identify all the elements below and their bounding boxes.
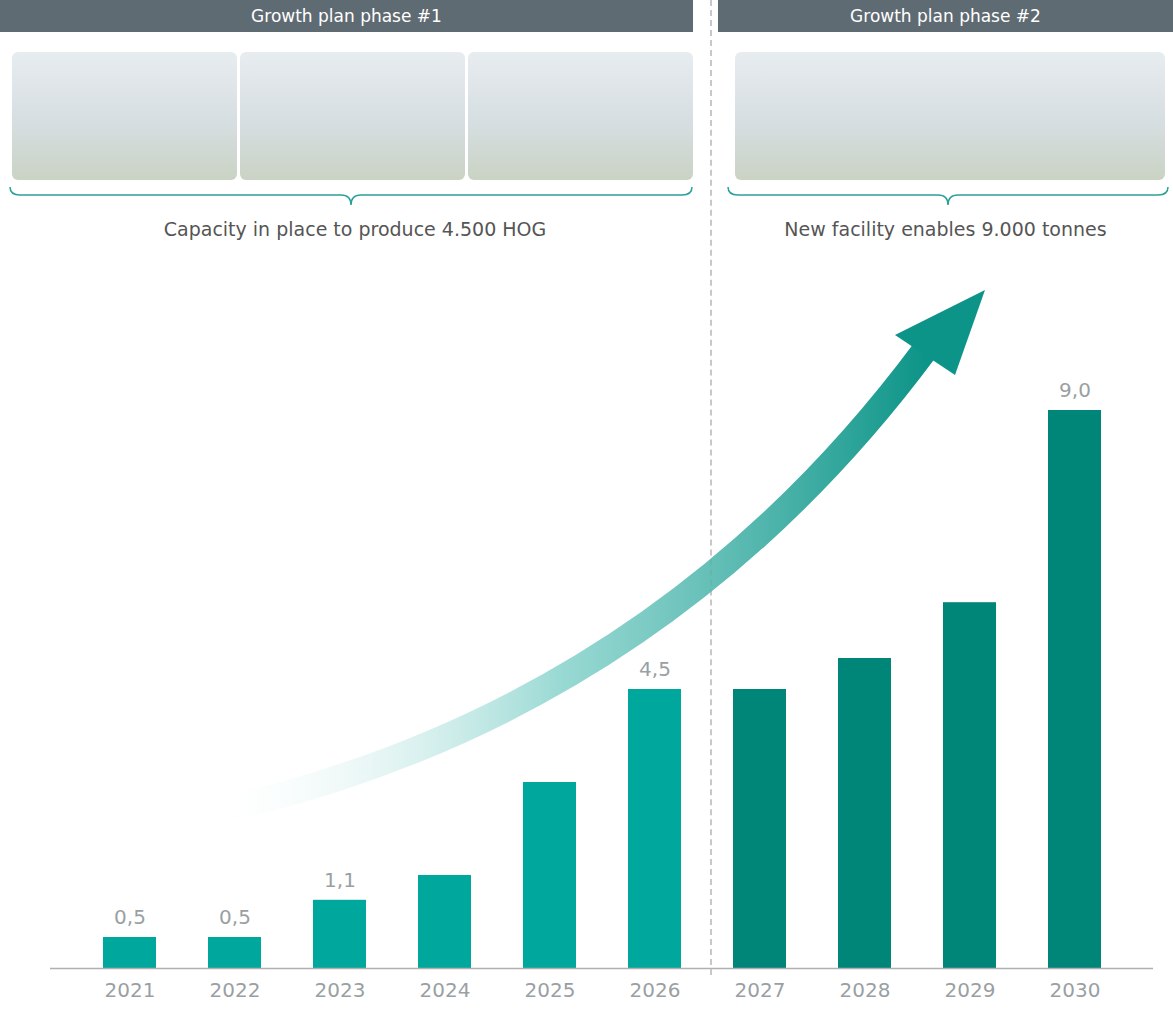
svg-text:2030: 2030 — [1050, 978, 1101, 1002]
svg-text:2027: 2027 — [735, 978, 786, 1002]
svg-text:2021: 2021 — [105, 978, 156, 1002]
svg-text:2029: 2029 — [945, 978, 996, 1002]
svg-text:2023: 2023 — [315, 978, 366, 1002]
svg-text:9,0: 9,0 — [1059, 378, 1091, 402]
svg-text:0,5: 0,5 — [114, 905, 146, 929]
svg-text:1,1: 1,1 — [324, 868, 356, 892]
svg-text:2025: 2025 — [525, 978, 576, 1002]
svg-text:2022: 2022 — [210, 978, 261, 1002]
svg-text:4,5: 4,5 — [639, 657, 671, 681]
svg-text:0,5: 0,5 — [219, 905, 251, 929]
html-text:Capacity in place to produce 4: Capacity in place to produce 4.500 HOG — [163, 218, 547, 240]
svg-text:2026: 2026 — [630, 978, 681, 1002]
svg-text:2024: 2024 — [420, 978, 471, 1002]
html-text:Growth plan phase #1: Growth plan phase #1 — [251, 6, 442, 26]
html-text:New facility enables 9.000 ton: New facility enables 9.000 tonnes — [784, 218, 1107, 240]
svg-text:2028: 2028 — [840, 978, 891, 1002]
html-text:Growth plan phase #2: Growth plan phase #2 — [850, 6, 1041, 26]
